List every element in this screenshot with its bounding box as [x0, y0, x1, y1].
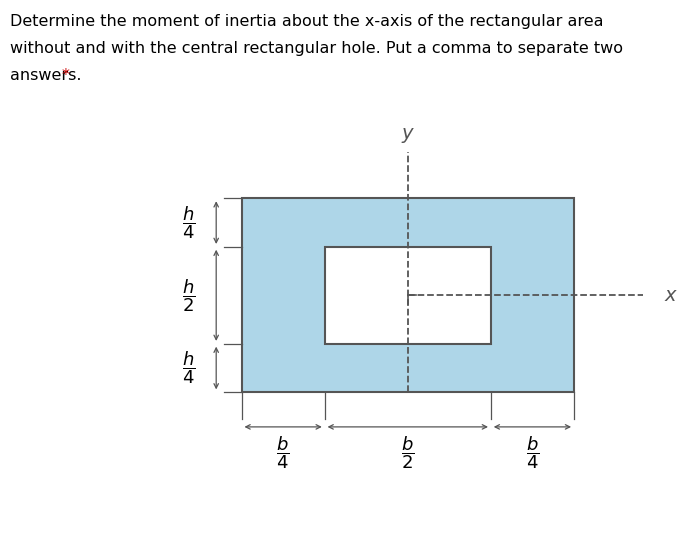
Text: $\dfrac{b}{2}$: $\dfrac{b}{2}$: [401, 434, 415, 470]
Text: $\dfrac{h}{4}$: $\dfrac{h}{4}$: [182, 204, 196, 241]
Bar: [242, 198, 574, 392]
Text: *: *: [61, 68, 69, 83]
Text: $\dfrac{h}{2}$: $\dfrac{h}{2}$: [182, 277, 196, 313]
Text: answers.: answers.: [10, 68, 87, 83]
Text: $\dfrac{h}{4}$: $\dfrac{h}{4}$: [182, 350, 196, 386]
Text: without and with the central rectangular hole. Put a comma to separate two: without and with the central rectangular…: [10, 41, 623, 56]
Text: Determine the moment of inertia about the x-axis of the rectangular area: Determine the moment of inertia about th…: [10, 14, 604, 29]
Text: $y$: $y$: [401, 126, 415, 146]
Text: $\dfrac{b}{4}$: $\dfrac{b}{4}$: [276, 434, 290, 470]
Bar: [325, 247, 491, 344]
Text: $x$: $x$: [664, 286, 678, 305]
Text: $\dfrac{b}{4}$: $\dfrac{b}{4}$: [526, 434, 539, 470]
